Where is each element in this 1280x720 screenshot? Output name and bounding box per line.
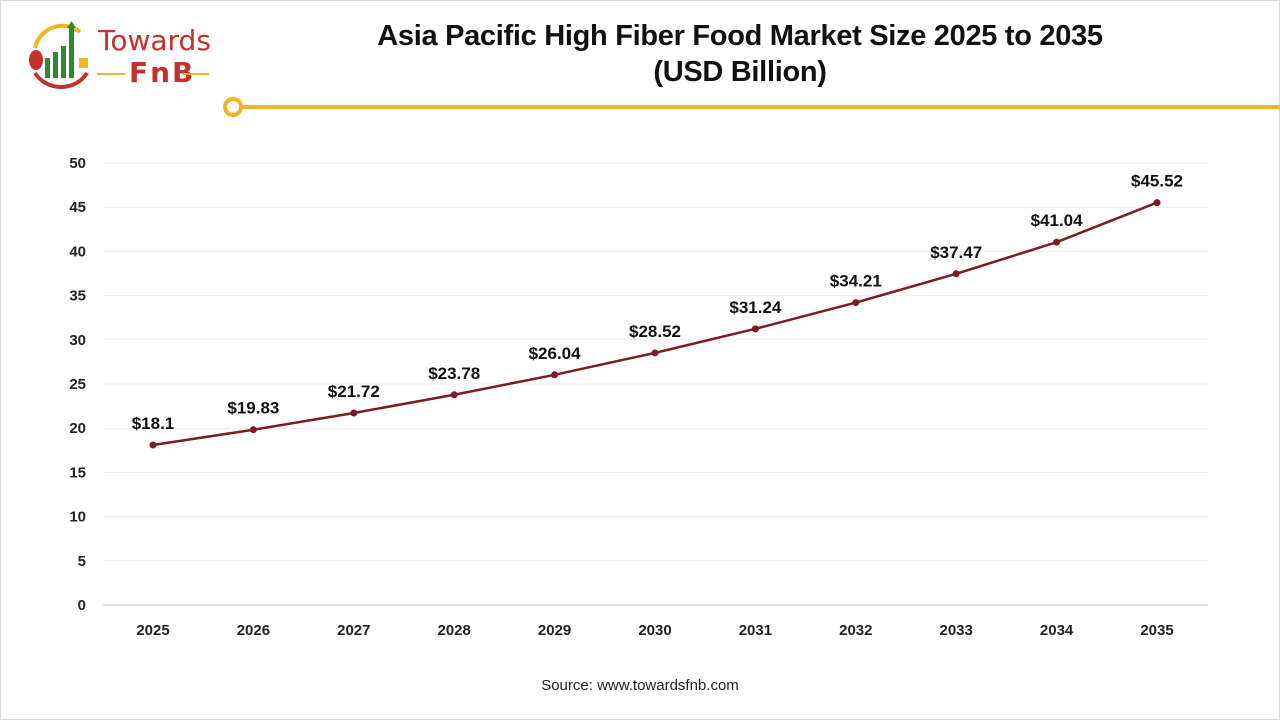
source-note: Source: www.towardsfnb.com — [541, 677, 739, 694]
data-label: $34.21 — [830, 272, 882, 291]
x-tick-label: 2034 — [1040, 622, 1074, 639]
logo-text-towards: Towards — [98, 24, 211, 57]
x-tick-label: 2029 — [538, 622, 571, 639]
x-tick-label: 2035 — [1140, 622, 1173, 639]
x-tick-label: 2025 — [136, 622, 169, 639]
y-tick-label: 40 — [69, 243, 86, 260]
data-point — [149, 441, 157, 449]
data-point — [450, 391, 458, 399]
data-label: $45.52 — [1131, 172, 1183, 191]
logo-icon — [29, 21, 89, 90]
x-tick-label: 2033 — [940, 622, 973, 639]
y-tick-label: 25 — [69, 376, 86, 393]
y-tick-label: 50 — [69, 155, 86, 172]
x-tick-label: 2028 — [438, 622, 471, 639]
data-label: $28.52 — [629, 322, 681, 341]
data-label: $23.78 — [428, 364, 480, 383]
y-tick-label: 10 — [69, 509, 86, 526]
x-tick-label: 2027 — [337, 622, 370, 639]
title-line-1: Asia Pacific High Fiber Food Market Size… — [377, 20, 1103, 52]
chart-title: Asia Pacific High Fiber Food Market Size… — [300, 18, 1180, 90]
data-label: $31.24 — [729, 298, 782, 317]
data-label: $21.72 — [328, 382, 380, 401]
x-tick-label: 2032 — [839, 622, 872, 639]
y-tick-label: 15 — [69, 464, 86, 481]
data-point — [952, 270, 960, 278]
x-tick-label: 2031 — [739, 622, 772, 639]
data-point — [249, 426, 257, 434]
y-tick-label: 30 — [69, 332, 86, 349]
header-divider — [223, 97, 1280, 117]
y-tick-label: 0 — [78, 597, 86, 614]
data-point — [1053, 238, 1061, 246]
data-point — [751, 325, 759, 333]
y-tick-label: 20 — [69, 420, 86, 437]
data-label: $41.04 — [1031, 211, 1084, 230]
data-label: $37.47 — [930, 243, 982, 262]
data-label: $18.1 — [132, 414, 175, 433]
data-point — [651, 349, 659, 357]
title-line-2: (USD Billion) — [653, 56, 827, 88]
data-label: $26.04 — [529, 344, 582, 363]
data-point — [551, 371, 559, 379]
data-point — [1153, 199, 1161, 207]
towards-fnb-logo: Towards FnB — [25, 18, 215, 93]
x-tick-label: 2026 — [237, 622, 270, 639]
data-point — [350, 409, 358, 417]
logo-text-fnb: FnB — [129, 56, 196, 89]
data-label: $19.83 — [227, 399, 279, 418]
x-tick-label: 2030 — [638, 622, 671, 639]
y-tick-label: 35 — [69, 288, 86, 305]
y-tick-label: 45 — [69, 199, 86, 216]
data-point — [852, 299, 860, 307]
y-tick-label: 5 — [78, 553, 86, 570]
